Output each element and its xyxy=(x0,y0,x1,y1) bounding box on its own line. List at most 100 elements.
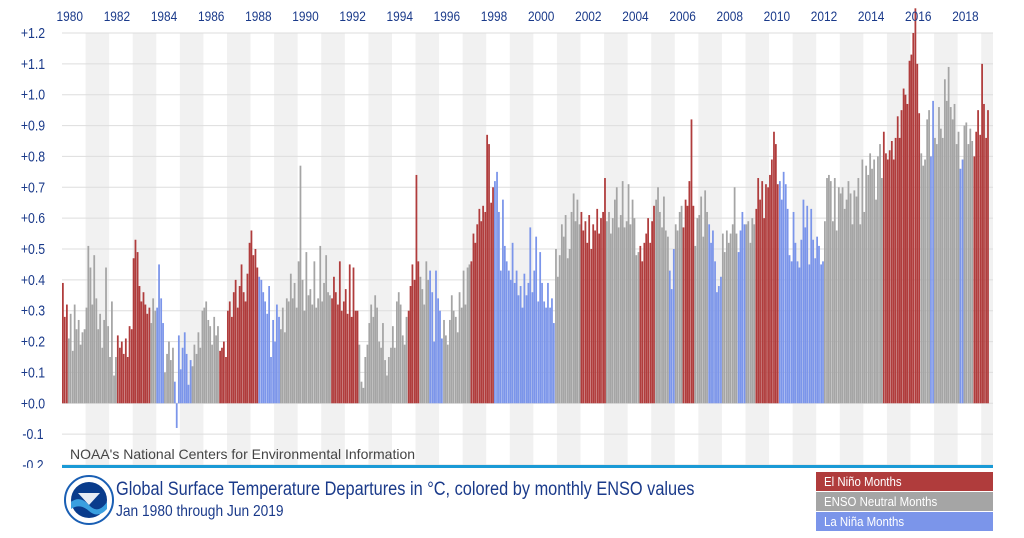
bar-neutral xyxy=(315,307,318,404)
bar-elnino xyxy=(492,187,494,404)
bar-neutral xyxy=(555,249,557,404)
bar-elnino xyxy=(236,307,239,404)
bar-neutral xyxy=(154,310,157,404)
bar-lanina xyxy=(429,270,431,404)
bar-neutral xyxy=(943,79,946,404)
x-tick-label: 2010 xyxy=(764,8,790,24)
bar-elnino xyxy=(417,261,420,404)
bar-lanina xyxy=(670,289,673,404)
bar-neutral xyxy=(215,335,217,404)
bar-lanina xyxy=(503,245,506,404)
bar-lanina xyxy=(551,298,553,404)
x-tick-label: 2002 xyxy=(575,8,601,24)
bar-neutral xyxy=(939,128,942,404)
bar-neutral xyxy=(629,224,632,404)
bar-neutral xyxy=(674,224,677,404)
bar-neutral xyxy=(372,316,375,404)
bar-elnino xyxy=(765,184,767,404)
bar-elnino xyxy=(908,60,911,404)
bar-neutral xyxy=(564,215,567,404)
bar-elnino xyxy=(977,110,979,404)
bar-neutral xyxy=(635,255,638,404)
footer-divider xyxy=(62,465,993,468)
bar-neutral xyxy=(297,261,300,404)
bar-elnino xyxy=(234,279,237,404)
bar-elnino xyxy=(651,221,654,404)
bar-neutral xyxy=(89,267,92,404)
bar-lanina xyxy=(525,295,528,404)
bar-neutral xyxy=(85,307,88,404)
bar-elnino xyxy=(983,103,985,404)
bar-neutral xyxy=(700,196,703,404)
bar-neutral xyxy=(735,233,738,404)
bar-lanina xyxy=(672,249,675,404)
bar-neutral xyxy=(855,196,858,404)
bar-neutral xyxy=(926,119,929,404)
bar-elnino xyxy=(769,174,771,404)
bar-neutral xyxy=(749,242,752,404)
bar-elnino xyxy=(647,218,650,404)
bar-neutral xyxy=(358,344,361,404)
x-tick-label: 2012 xyxy=(811,8,837,24)
bar-neutral xyxy=(731,224,734,404)
bar-elnino xyxy=(594,230,596,404)
bar-elnino xyxy=(331,298,333,404)
bar-neutral xyxy=(969,128,972,404)
bar-elnino xyxy=(885,153,887,404)
bar-neutral xyxy=(667,236,669,404)
bar-neutral xyxy=(201,310,204,404)
bar-neutral xyxy=(384,360,386,404)
bar-lanina xyxy=(804,227,807,404)
bar-neutral xyxy=(97,329,100,404)
bar-neutral xyxy=(861,159,864,404)
bar-neutral xyxy=(460,307,463,404)
bar-lanina xyxy=(162,323,164,404)
bar-neutral xyxy=(729,233,732,404)
bar-elnino xyxy=(252,255,255,404)
y-tick-label: +0.4 xyxy=(21,272,46,288)
bar-neutral xyxy=(572,193,575,404)
bar-lanina xyxy=(278,316,280,404)
bar-elnino xyxy=(354,310,357,404)
bar-neutral xyxy=(91,304,94,404)
bar-neutral xyxy=(949,107,952,404)
bar-lanina xyxy=(509,279,512,404)
bar-elnino xyxy=(63,316,66,404)
bar-lanina xyxy=(537,301,540,404)
bar-elnino xyxy=(604,178,606,404)
bar-neutral xyxy=(217,326,219,404)
bar-lanina xyxy=(502,199,504,404)
bar-elnino xyxy=(586,242,589,404)
y-axis: +1.2 +1.1 +1.0 +0.9 +0.8 +0.7 +0.6 +0.5 +0.4 +0.3… xyxy=(21,25,46,468)
bar-neutral xyxy=(828,174,830,404)
bar-neutral xyxy=(75,329,78,404)
bar-neutral xyxy=(456,332,459,404)
bar-neutral xyxy=(405,316,408,404)
y-tick-label: +0.7 xyxy=(21,179,45,195)
bar-elnino xyxy=(896,116,899,404)
bar-neutral xyxy=(311,304,314,404)
bar-neutral xyxy=(625,221,628,404)
bar-neutral xyxy=(464,304,467,404)
bar-neutral xyxy=(376,307,378,404)
bar-elnino xyxy=(337,304,339,404)
bars xyxy=(62,8,989,428)
bar-lanina xyxy=(505,261,508,404)
y-tick-label: +0.2 xyxy=(21,333,45,349)
bar-neutral xyxy=(837,187,840,404)
bar-lanina xyxy=(716,292,718,404)
bar-neutral xyxy=(454,316,457,404)
bar-neutral xyxy=(211,344,213,404)
x-axis: 1980 1982 1984 1986 1988 1990 1992 1994 1996 1998… xyxy=(57,8,979,24)
bar-neutral xyxy=(425,261,428,404)
bar-lanina xyxy=(778,181,781,404)
bar-lanina xyxy=(786,208,789,404)
bar-neutral xyxy=(694,245,697,404)
bar-lanina xyxy=(499,270,502,404)
bar-elnino xyxy=(348,264,351,404)
bar-lanina xyxy=(798,267,801,404)
bar-elnino xyxy=(221,347,223,404)
bar-lanina xyxy=(266,313,269,404)
bar-neutral xyxy=(727,242,730,404)
bar-elnino xyxy=(598,233,600,404)
